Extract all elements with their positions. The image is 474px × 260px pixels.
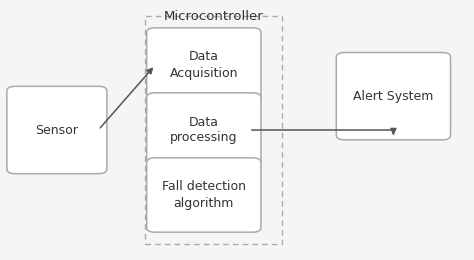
Text: Microcontroller: Microcontroller xyxy=(164,10,263,23)
FancyBboxPatch shape xyxy=(147,93,261,167)
Text: Data
processing: Data processing xyxy=(170,115,237,145)
Text: Fall detection
algorithm: Fall detection algorithm xyxy=(162,180,246,210)
Bar xyxy=(145,16,282,244)
FancyBboxPatch shape xyxy=(7,86,107,174)
FancyBboxPatch shape xyxy=(336,53,450,140)
Text: Sensor: Sensor xyxy=(36,124,78,136)
Text: Data
Acquisition: Data Acquisition xyxy=(170,50,238,80)
Text: Alert System: Alert System xyxy=(353,90,434,103)
FancyBboxPatch shape xyxy=(147,28,261,102)
FancyBboxPatch shape xyxy=(147,158,261,232)
